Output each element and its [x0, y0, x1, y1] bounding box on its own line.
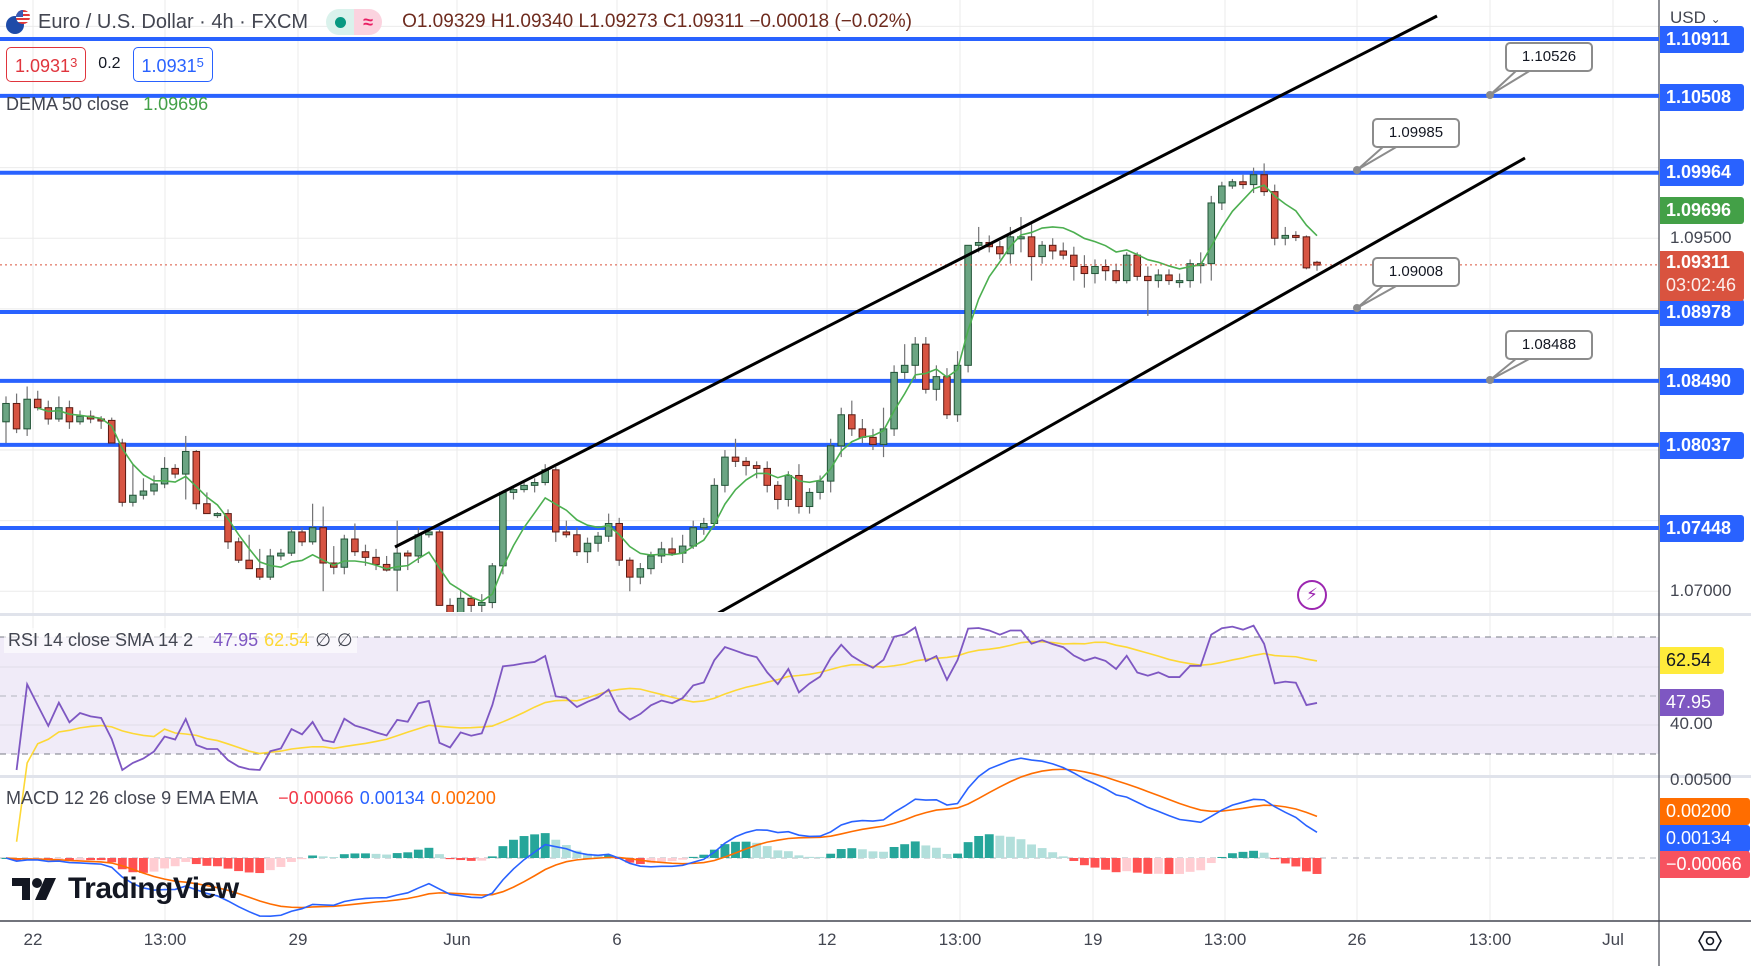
market-open-icon	[326, 9, 355, 35]
price-level-tag[interactable]: 1.10911	[1660, 26, 1744, 53]
macd-value-tag[interactable]: 0.00200	[1660, 798, 1750, 825]
ohlc-values: O1.09329 H1.09340 L1.09273 C1.09311 −0.0…	[402, 11, 912, 33]
price-axis-tick: 1.07000	[1670, 581, 1732, 600]
time-axis-label: Jul	[1602, 930, 1624, 949]
ohlc-high: H1.09340	[490, 11, 574, 32]
bar-countdown: 03:02:46	[1666, 274, 1737, 295]
macd-label: MACD 12 26 close 9 EMA EMA	[6, 788, 259, 808]
ohlc-change: −0.00018 (−0.02%)	[749, 11, 912, 32]
rsi-legend[interactable]: RSI 14 close SMA 14 2 47.95 62.54 ∅ ∅	[4, 628, 357, 653]
buy-price: 1.0931	[141, 55, 197, 76]
ohlc-low: L1.09273	[578, 11, 658, 32]
macd-signal-value: 0.00200	[430, 788, 496, 808]
symbol-legend[interactable]: Euro / U.S. Dollar · 4h · FXCM ≈ O1.0932…	[6, 6, 912, 38]
price-callout[interactable]: 1.10526	[1505, 42, 1593, 72]
time-axis-label: Jun	[443, 930, 471, 949]
ohlc-open: O1.09329	[402, 11, 486, 32]
macd-value-tag[interactable]: −0.00066	[1660, 851, 1750, 878]
price-level-tag[interactable]: 1.10508	[1660, 84, 1744, 111]
settings-gear-icon[interactable]	[1697, 928, 1723, 954]
tradingview-logo[interactable]: TradingView	[12, 872, 239, 906]
time-axis-label: 12	[817, 930, 837, 949]
buy-button[interactable]: 1.09315	[132, 46, 213, 82]
time-axis-label: 6	[612, 930, 622, 949]
rsi-empty-value-1: ∅	[315, 630, 331, 650]
bid-ask-panel: 1.09313 0.2 1.09315	[6, 46, 213, 82]
time-axis-label: 13:00	[143, 930, 187, 949]
macd-axis-tick: 0.00500	[1670, 770, 1732, 789]
price-callout[interactable]: 1.09985	[1372, 118, 1460, 148]
time-axis-label: 22	[23, 930, 43, 949]
time-axis-label: 19	[1083, 930, 1103, 949]
eur-usd-flag-icon	[6, 9, 32, 35]
rsi-axis-tick: 40.00	[1670, 714, 1713, 733]
sell-button[interactable]: 1.09313	[6, 46, 87, 82]
currency-label: USD	[1670, 8, 1706, 27]
dema-label: DEMA 50 close	[6, 94, 130, 114]
spread-value: 0.2	[98, 55, 121, 72]
dema-value: 1.09696	[143, 94, 209, 114]
tradingview-logo-text: TradingView	[68, 872, 239, 905]
rsi-empty-value-2: ∅	[336, 630, 353, 650]
price-callout[interactable]: 1.09008	[1372, 257, 1460, 287]
symbol-title[interactable]: Euro / U.S. Dollar · 4h · FXCM	[38, 10, 309, 33]
macd-legend[interactable]: MACD 12 26 close 9 EMA EMA −0.00066 0.00…	[6, 788, 496, 809]
current-price-tag[interactable]: 1.09311 03:02:46	[1660, 250, 1744, 301]
current-price-value: 1.09311	[1666, 251, 1731, 272]
price-level-tag[interactable]: 1.08490	[1660, 368, 1744, 395]
buy-price-pip: 5	[196, 54, 204, 70]
macd-value: 0.00134	[359, 788, 425, 808]
time-axis-label: 13:00	[1468, 930, 1512, 949]
price-level-tag[interactable]: 1.09696	[1660, 197, 1744, 224]
rsi-value-tag[interactable]: 47.95	[1660, 689, 1724, 716]
dema-legend[interactable]: DEMA 50 close 1.09696	[6, 94, 208, 115]
currency-selector[interactable]: USD ⌄	[1670, 8, 1721, 28]
tradingview-mark-icon	[12, 878, 56, 900]
price-axis-tick: 1.09500	[1670, 228, 1732, 247]
price-level-tag[interactable]: 1.08037	[1660, 432, 1744, 459]
time-axis-label: 13:00	[938, 930, 982, 949]
rsi-value-tag[interactable]: 62.54	[1660, 647, 1724, 674]
lightning-event-icon[interactable]: ⚡	[1297, 580, 1327, 610]
market-status-pill[interactable]: ≈	[326, 9, 383, 35]
price-level-tag[interactable]: 1.07448	[1660, 515, 1744, 542]
time-axis-label: 29	[288, 930, 308, 949]
ohlc-close: C1.09311	[663, 11, 745, 32]
delay-icon: ≈	[354, 9, 383, 35]
price-level-tag[interactable]: 1.09964	[1660, 159, 1744, 186]
macd-histogram-value: −0.00066	[278, 788, 354, 808]
price-callout[interactable]: 1.08488	[1505, 330, 1593, 360]
rsi-label: RSI 14 close SMA 14 2	[8, 630, 194, 650]
sell-price: 1.0931	[15, 55, 71, 76]
sell-price-pip: 3	[70, 54, 78, 70]
time-axis-label: 13:00	[1203, 930, 1247, 949]
chevron-down-icon: ⌄	[1710, 12, 1721, 26]
price-level-tag[interactable]: 1.08978	[1660, 299, 1744, 326]
macd-value-tag[interactable]: 0.00134	[1660, 825, 1750, 852]
rsi-value: 47.95	[213, 630, 259, 650]
time-axis-label: 26	[1347, 930, 1367, 949]
rsi-sma-value: 62.54	[264, 630, 310, 650]
